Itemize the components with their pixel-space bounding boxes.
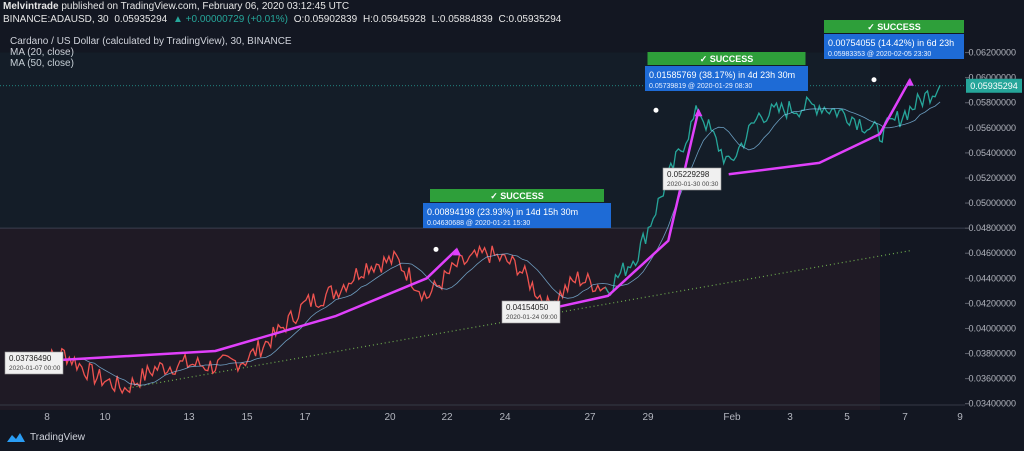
trend-curve	[34, 248, 458, 363]
success-gain-text: 0.00894198 (23.93%) in 14d 15h 30m	[427, 207, 578, 217]
x-tick-label: 17	[299, 412, 311, 423]
chart-title: Cardano / US Dollar (calculated by Tradi…	[10, 36, 292, 47]
ohlc-line: BINANCE:ADAUSD, 30 0.05935294 ▲ +0.00000…	[3, 13, 564, 26]
x-tick-label: 22	[441, 412, 453, 423]
last-price: 0.05935294	[114, 14, 168, 25]
ma-line	[69, 101, 941, 386]
change-value: ▲ +0.00000729 (+0.01%)	[173, 14, 288, 25]
publish-header: Melvintrade published on TradingView.com…	[3, 0, 564, 26]
success-badge	[647, 52, 806, 65]
success-callout-box	[423, 203, 611, 228]
y-tick-label: 0.03400000	[968, 399, 1016, 409]
x-tick-label: 13	[183, 412, 195, 423]
success-detail-text: 0.04630688 @ 2020-01-21 15:30	[427, 220, 530, 227]
ma50-legend[interactable]: MA (50, close)	[10, 58, 292, 69]
close-value: C:0.05935294	[498, 14, 562, 25]
low-label-price: 0.04154050	[506, 303, 549, 312]
trend-curve	[728, 79, 911, 176]
y-tick-label: 0.04800000	[968, 223, 1016, 233]
y-tick-label: 0.04200000	[968, 298, 1016, 308]
author-name[interactable]: Melvintrade	[3, 1, 59, 12]
ma20-legend[interactable]: MA (20, close)	[10, 47, 74, 58]
x-tick-label: 8	[44, 412, 50, 423]
success-badge-text: ✓ SUCCESS	[700, 54, 754, 64]
tradingview-logo-icon	[7, 433, 25, 442]
support-trendline	[124, 250, 911, 390]
y-tick-label: 0.05600000	[968, 123, 1016, 133]
success-callout-box	[824, 34, 964, 59]
success-badge-text: ✓ SUCCESS	[490, 191, 544, 201]
success-gain-text: 0.00754055 (14.42%) in 6d 23h	[828, 38, 954, 48]
x-tick-label: Feb	[723, 412, 741, 423]
y-tick-label: 0.04400000	[968, 273, 1016, 283]
publish-info: published on TradingView.com, February 0…	[61, 1, 350, 12]
y-tick-label: 0.06000000	[968, 73, 1016, 83]
y-tick-label: 0.03800000	[968, 349, 1016, 359]
tradingview-brand: TradingView	[30, 432, 86, 443]
success-detail-text: 0.05739819 @ 2020-01-29 08:30	[649, 83, 752, 90]
y-tick-label: 0.04600000	[968, 248, 1016, 258]
success-gain-text: 0.01585769 (38.17%) in 4d 23h 30m	[649, 70, 795, 80]
low-label-price: 0.03736490	[9, 354, 52, 363]
arrow-head-icon	[905, 77, 914, 86]
low-label-time: 2020-01-07 00:00	[9, 365, 61, 372]
y-tick-label: 0.04000000	[968, 323, 1016, 333]
x-tick-label: 9	[957, 412, 963, 423]
symbol-label: BINANCE:ADAUSD, 30	[3, 14, 109, 25]
chart-legend: Cardano / US Dollar (calculated by Tradi…	[10, 36, 292, 69]
target-point	[653, 107, 659, 113]
x-tick-label: 5	[844, 412, 850, 423]
low-label-box	[501, 300, 561, 324]
low-label-1: 0.03736490 2020-01-07 00:00	[4, 351, 64, 375]
price-line-down	[33, 244, 614, 395]
success-callout-box	[645, 66, 808, 91]
x-tick-label: 20	[384, 412, 396, 423]
x-tick-label: 7	[902, 412, 908, 423]
target-point	[871, 77, 877, 83]
y-tick-label: 0.05400000	[968, 148, 1016, 158]
current-price-badge	[966, 78, 1022, 93]
x-tick-label: 24	[499, 412, 511, 423]
low-label-time: 2020-01-24 09:00	[506, 314, 558, 321]
low-label-box	[662, 167, 722, 191]
y-tick-label: 0.06200000	[968, 48, 1016, 58]
low-label-time: 2020-01-30 00:30	[667, 181, 719, 188]
low-label-3: 0.05229298 2020-01-30 00:30	[662, 167, 722, 191]
tradingview-footer[interactable]: TradingView	[6, 432, 85, 443]
current-price-text: 0.05935294	[970, 81, 1018, 91]
low-value: L:0.05884839	[431, 14, 493, 25]
x-tick-label: 3	[787, 412, 793, 423]
arrow-head-icon	[694, 108, 703, 117]
success-badge	[430, 189, 604, 202]
x-tick-label: 15	[241, 412, 253, 423]
success-callout-2: ✓ SUCCESS 0.01585769 (38.17%) in 4d 23h 3…	[645, 52, 808, 91]
success-detail-text: 0.05983353 @ 2020-02-05 23:30	[828, 51, 931, 58]
success-callout-1: ✓ SUCCESS 0.00894198 (23.93%) in 14d 15h …	[423, 189, 611, 228]
publish-line: Melvintrade published on TradingView.com…	[3, 0, 564, 13]
success-callout-3: ✓ SUCCESS 0.00754055 (14.42%) in 6d 23h 0.…	[824, 20, 964, 59]
y-tick-label: 0.05800000	[968, 98, 1016, 108]
open-value: O:0.05902839	[293, 14, 358, 25]
y-tick-label: 0.05200000	[968, 173, 1016, 183]
high-value: H:0.05945928	[362, 14, 426, 25]
arrow-head-icon	[452, 247, 461, 256]
x-tick-label: 29	[642, 412, 654, 423]
x-tick-label: 10	[99, 412, 111, 423]
loss-zone	[0, 228, 880, 410]
y-tick-label: 0.05000000	[968, 198, 1016, 208]
low-label-box	[4, 351, 64, 375]
low-label-price: 0.05229298	[667, 170, 710, 179]
success-badge-text: ✓ SUCCESS	[867, 22, 921, 32]
y-tick-label: 0.03600000	[968, 374, 1016, 384]
x-tick-label: 27	[584, 412, 596, 423]
success-badge	[824, 20, 964, 33]
low-label-2: 0.04154050 2020-01-24 09:00	[501, 300, 561, 324]
target-point	[433, 246, 439, 252]
